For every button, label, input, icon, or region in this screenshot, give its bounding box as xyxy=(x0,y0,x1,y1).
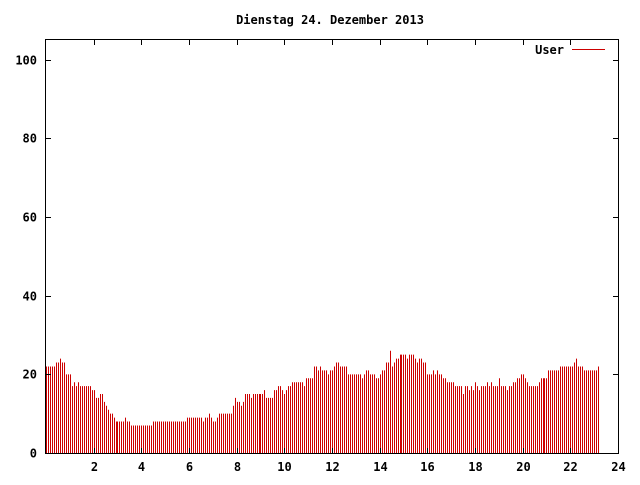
y-tick-label-100: 100 xyxy=(15,54,37,68)
y-tick-label-0: 0 xyxy=(30,447,37,461)
x-tick-label-16: 16 xyxy=(420,460,434,474)
y-tick-label-20: 20 xyxy=(23,368,37,382)
x-tick-label-22: 22 xyxy=(563,460,577,474)
y-tick-label-80: 80 xyxy=(23,132,37,146)
x-tick-label-10: 10 xyxy=(277,460,291,474)
x-tick-label-12: 12 xyxy=(325,460,339,474)
x-tick-label-20: 20 xyxy=(516,460,530,474)
x-tick-label-14: 14 xyxy=(373,460,387,474)
x-tick-label-24: 24 xyxy=(611,460,625,474)
legend-label-user: User xyxy=(535,43,564,57)
x-tick-label-6: 6 xyxy=(186,460,193,474)
x-tick-label-2: 2 xyxy=(91,460,98,474)
chart-title: Dienstag 24. Dezember 2013 xyxy=(236,13,424,27)
y-tick-label-40: 40 xyxy=(23,290,37,304)
y-tick-label-60: 60 xyxy=(23,211,37,225)
bars-group xyxy=(46,350,599,453)
x-tick-label-8: 8 xyxy=(234,460,241,474)
legend: User xyxy=(535,43,605,57)
x-tick-label-4: 4 xyxy=(138,460,145,474)
plot-frame xyxy=(45,39,619,454)
x-tick-label-18: 18 xyxy=(468,460,482,474)
